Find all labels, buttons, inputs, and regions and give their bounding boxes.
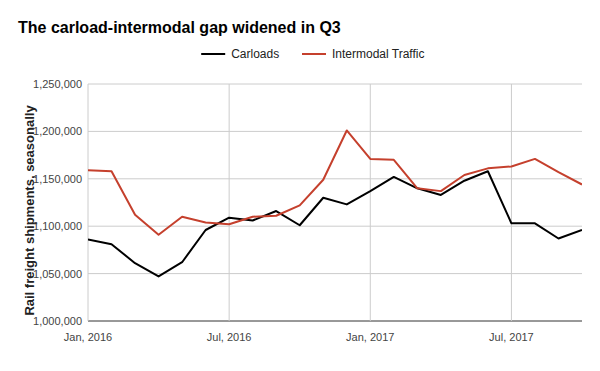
- y-tick-label: 1,200,000: [33, 125, 82, 137]
- grid-line: [88, 131, 582, 132]
- x-tick-label: Jan, 2017: [346, 331, 394, 343]
- series-line: [88, 171, 582, 276]
- grid-line: [229, 84, 230, 321]
- grid-line: [370, 84, 371, 321]
- legend-swatch: [302, 53, 326, 55]
- legend: Carloads Intermodal Traffic: [201, 47, 424, 61]
- x-tick-label: Jul, 2016: [207, 331, 252, 343]
- y-tick-label: 1,150,000: [33, 173, 82, 185]
- title: The carload-intermodal gap widened in Q3: [18, 19, 341, 36]
- grid-line: [88, 226, 582, 227]
- x-tick-label: Jan, 2016: [64, 331, 112, 343]
- y-tick-label: 1,250,000: [33, 78, 82, 90]
- x-tick-label: Jul, 2017: [489, 331, 534, 343]
- grid-line: [88, 178, 582, 179]
- chart: The carload-intermodal gap widened in Q3…: [0, 0, 600, 371]
- y-tick-label: 1,000,000: [33, 315, 82, 327]
- grid-line: [88, 84, 582, 85]
- plot-area: [88, 130, 582, 276]
- grid-line: [511, 84, 512, 321]
- legend-swatch: [201, 53, 225, 55]
- y-tick-label: 1,100,000: [33, 220, 82, 232]
- legend-label: Carloads: [231, 47, 279, 61]
- y-tick-label: 1,050,000: [33, 268, 82, 280]
- legend-label: Intermodal Traffic: [332, 47, 424, 61]
- grid-line: [88, 321, 582, 322]
- grid-line: [88, 84, 89, 321]
- series-line: [88, 130, 582, 234]
